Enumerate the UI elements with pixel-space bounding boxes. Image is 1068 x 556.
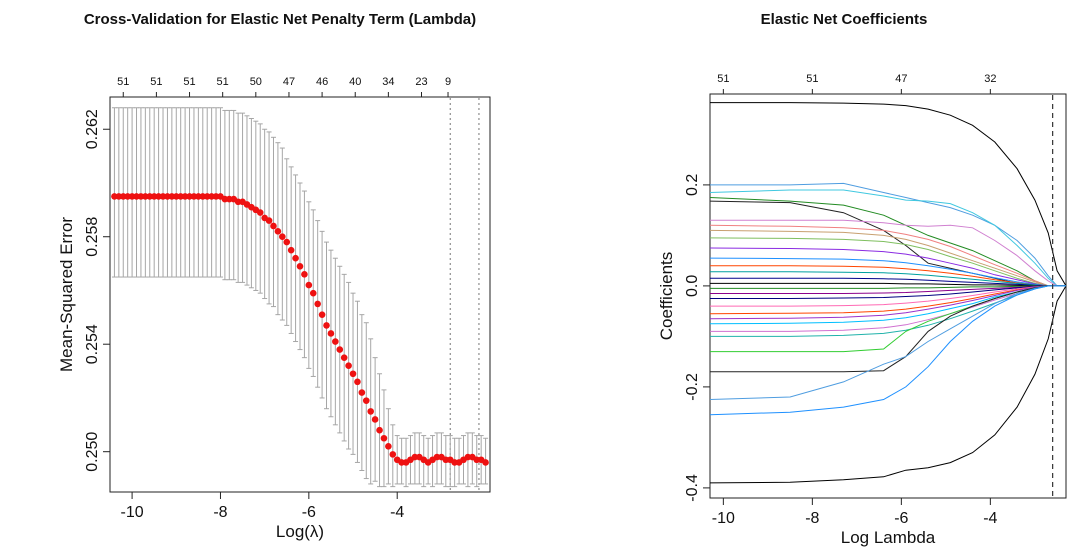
top-tick-label: 40 [349,76,361,88]
coef-path [709,285,1066,416]
y-tick-label: -0.4 [684,474,701,502]
coef-path [709,285,1066,400]
x-tick-label: -10 [712,510,735,527]
coef-path [709,247,1066,287]
mse-point [256,209,264,216]
mse-point [371,416,379,423]
mse-point [309,289,317,297]
y-tick-label: 0.2 [684,174,701,196]
x-tick-label: -4 [390,504,404,521]
mse-point [279,233,286,241]
cv-panel: Cross-Validation for Elastic Net Penalty… [57,11,491,541]
cv-chart-title: Cross-Validation for Elastic Net Penalty… [83,11,477,28]
x-axis-title: Log(λ) [276,522,324,541]
y-axis-title: Coefficients [657,252,676,341]
x-tick-label: -6 [894,510,908,527]
coef-path [709,285,1066,315]
mse-point [362,397,370,404]
mse-point [380,434,388,442]
mse-point [265,217,273,224]
y-tick-label: 0.254 [84,324,101,364]
plot-frame [709,93,1067,499]
top-tick-label: 34 [382,76,394,88]
mse-point [385,443,392,450]
top-tick-label: 51 [183,76,195,88]
y-tick-label: 0.250 [84,432,101,472]
y-tick-label: 0.262 [84,109,101,149]
top-tick-label: 51 [217,76,229,88]
plot-frame [109,96,491,493]
mse-point [318,311,326,318]
x-tick-label: -8 [805,510,819,527]
mse-point [274,228,282,235]
mse-point [323,322,330,329]
mse-point [367,408,374,415]
top-tick-label: 23 [415,76,427,88]
x-tick-label: -8 [213,504,227,521]
top-tick-label: 46 [316,76,328,88]
top-tick-label: 32 [984,73,996,85]
mse-point [358,389,366,396]
x-tick-label: -4 [983,510,997,527]
mse-point [305,281,313,289]
mse-point [345,362,352,370]
mse-point [354,378,361,386]
mse-point [327,330,335,337]
mse-point [296,262,304,270]
mse-point [292,254,299,262]
coef-path [710,219,1066,287]
coef-path [709,189,1066,287]
cv-chart: -10 -8 -6 -4 0.250 0.254 0.258 0.262 51 51 51 51 50 4… [57,76,491,541]
y-axis-title: Mean-Squared Error [57,217,76,372]
coef-path [710,182,1066,287]
top-tick-label: 51 [717,73,729,85]
mse-point [283,238,291,246]
top-tick-label: 50 [250,76,262,88]
top-tick-label: 47 [895,73,907,85]
mse-point [376,426,383,434]
mse-point [349,370,357,378]
top-tick-label: 51 [117,76,129,88]
coef-chart: -10 -8 -6 -4 -0.4 -0.2 0.0 0.2 51 51 47 32 Log Lambd… [657,73,1067,547]
mse-point [389,451,397,458]
mse-point [336,346,344,353]
mse-point [287,246,295,254]
top-tick-label: 51 [150,76,162,88]
mse-point [270,222,277,230]
y-tick-label: 0.0 [684,275,701,297]
top-tick-label: 47 [283,76,295,88]
mse-point [301,271,308,278]
top-tick-label: 9 [445,76,451,88]
mse-point [340,354,348,361]
x-tick-label: -6 [302,504,316,521]
mse-point [314,300,321,308]
mse-point [332,338,339,345]
coef-path [710,102,1067,287]
y-tick-label: -0.2 [684,373,701,401]
top-tick-label: 51 [806,73,818,85]
coef-chart-title: Elastic Net Coefficients [760,11,928,28]
coef-panel: Elastic Net Coefficients -10 -8 -6 -4 -0.4 -0… [620,0,1068,556]
y-tick-label: 0.258 [84,217,101,257]
x-axis-title: Log Lambda [841,528,936,547]
mse-point [482,459,489,466]
x-tick-label: -10 [121,504,144,521]
coef-path [709,285,1067,484]
